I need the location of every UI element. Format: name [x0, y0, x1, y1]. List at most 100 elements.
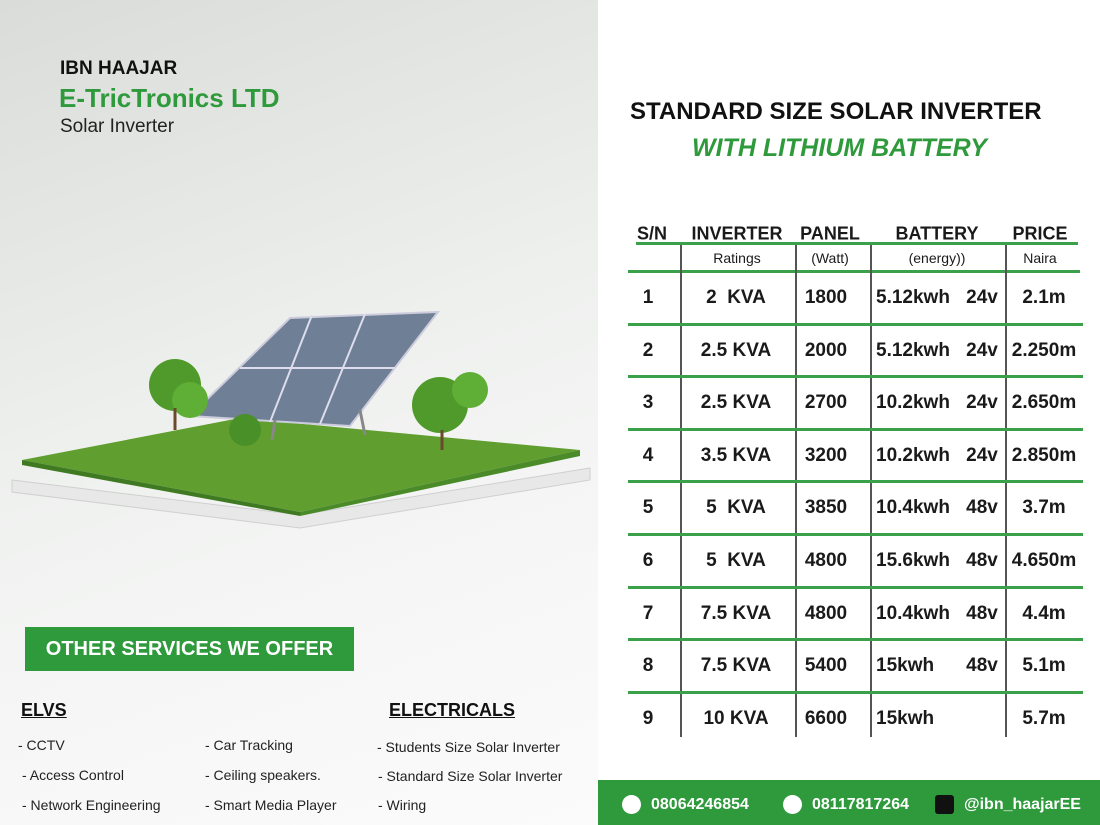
battery: 15kwh	[876, 655, 935, 677]
battery: 5.12kwh	[876, 287, 950, 308]
column-subheader: Naira	[1023, 250, 1057, 266]
price: 5.7m	[1022, 707, 1066, 729]
electricals-title: ELECTRICALS	[389, 700, 515, 720]
column-rule	[680, 245, 682, 738]
serial: 4	[642, 444, 654, 466]
inverter-rating: 10 KVA	[703, 707, 769, 729]
price: 2.650m	[1011, 392, 1077, 414]
voltage: 24v	[966, 287, 998, 308]
inverter-rating: 5 KVA	[706, 550, 766, 571]
contact-icon	[935, 795, 954, 814]
contact-bar	[598, 780, 1100, 825]
rule	[628, 322, 1083, 326]
panel-watt: 4800	[804, 602, 848, 624]
inverter-rating: 2.5 KVA	[700, 392, 772, 414]
price: 4.650m	[1011, 550, 1077, 571]
service-item: - CCTV	[18, 737, 65, 753]
service-item: - Access Control	[22, 767, 124, 783]
inverter-rating: 5 KVA	[706, 497, 766, 519]
column-header: INVERTER	[691, 223, 783, 244]
serial: 9	[642, 707, 654, 729]
panel-watt: 1800	[804, 287, 848, 308]
voltage: 48v	[966, 602, 998, 624]
price: 5.1m	[1022, 655, 1066, 677]
serial: 8	[642, 655, 654, 677]
tagline: Solar Inverter	[60, 116, 175, 137]
inverter-rating: 2.5 KVA	[700, 339, 772, 361]
column-rule	[795, 245, 797, 738]
price: 4.4m	[1022, 602, 1066, 624]
service-item: - Network Engineering	[22, 797, 161, 813]
rule	[628, 270, 1080, 273]
voltage: 48v	[966, 550, 998, 571]
rule	[628, 533, 1083, 536]
rule	[628, 375, 1083, 379]
serial: 5	[642, 497, 654, 519]
rule	[628, 480, 1083, 484]
column-rule	[1005, 245, 1007, 738]
service-item: - Smart Media Player	[205, 797, 337, 813]
voltage: 24v	[966, 392, 998, 414]
panel-watt: 5400	[804, 655, 848, 677]
voltage: 48v	[966, 497, 998, 519]
panel-watt: 2000	[804, 339, 848, 361]
serial: 7	[642, 602, 654, 624]
price: 2.1m	[1022, 287, 1066, 308]
panel-watt: 2700	[804, 392, 848, 414]
contact-icon	[783, 795, 802, 814]
solar-illustration	[11, 310, 591, 529]
rule	[628, 638, 1083, 642]
voltage: 48v	[966, 655, 998, 677]
battery: 15.6kwh	[876, 550, 950, 571]
service-item: - Ceiling speakers.	[205, 767, 321, 783]
rule	[628, 585, 1083, 589]
panel-watt: 3200	[804, 444, 848, 466]
serial: 3	[642, 392, 654, 414]
column-header: PRICE	[1012, 223, 1068, 244]
battery: 5.12kwh	[876, 339, 950, 361]
rule	[628, 427, 1083, 431]
price: 3.7m	[1022, 497, 1066, 519]
rule	[628, 690, 1083, 694]
services-button: OTHER SERVICES WE OFFER	[25, 627, 354, 671]
battery: 10.2kwh	[876, 444, 950, 466]
inverter-rating: 2 KVA	[706, 287, 766, 308]
column-header: BATTERY	[895, 223, 979, 244]
column-subheader: (energy))	[908, 250, 966, 266]
left-panel: IBN HAAJAR E-TricTronics LTD Solar Inver…	[0, 0, 598, 825]
panel-watt: 4800	[804, 550, 848, 571]
contact-icon	[622, 795, 641, 814]
serial: 2	[642, 339, 654, 361]
inverter-rating: 7.5 KVA	[700, 655, 772, 677]
voltage: 24v	[966, 339, 998, 361]
column-subheader: Ratings	[713, 250, 761, 266]
column-subheader: (Watt)	[811, 250, 849, 266]
title: STANDARD SIZE SOLAR INVERTER	[630, 98, 1042, 125]
column-rule	[870, 245, 872, 738]
panel-watt: 3850	[804, 497, 848, 519]
panel-watt: 6600	[804, 707, 848, 729]
inverter-rating: 3.5 KVA	[700, 444, 772, 466]
column-header: PANEL	[800, 223, 860, 244]
contact: 08117817264	[812, 796, 909, 813]
battery: 10.4kwh	[876, 602, 950, 624]
price: 2.250m	[1011, 339, 1077, 361]
contact: 08064246854	[651, 796, 749, 813]
battery: 10.2kwh	[876, 392, 950, 414]
service-item: - Students Size Solar Inverter	[377, 739, 560, 755]
price: 2.850m	[1011, 444, 1077, 466]
elvs-title: ELVS	[21, 700, 67, 720]
service-item: - Car Tracking	[205, 737, 293, 753]
battery: 10.4kwh	[876, 497, 950, 519]
serial: 6	[642, 550, 654, 571]
service-item: - Standard Size Solar Inverter	[378, 768, 563, 784]
company: IBN HAAJAR	[60, 58, 178, 79]
rule	[636, 242, 1078, 245]
brand-name: E-TricTronics LTD	[59, 83, 280, 113]
battery: 15kwh	[876, 707, 935, 729]
inverter-rating: 7.5 KVA	[700, 602, 772, 624]
service-item: - Wiring	[378, 797, 427, 813]
serial: 1	[642, 287, 654, 308]
column-header: S/N	[636, 223, 668, 244]
